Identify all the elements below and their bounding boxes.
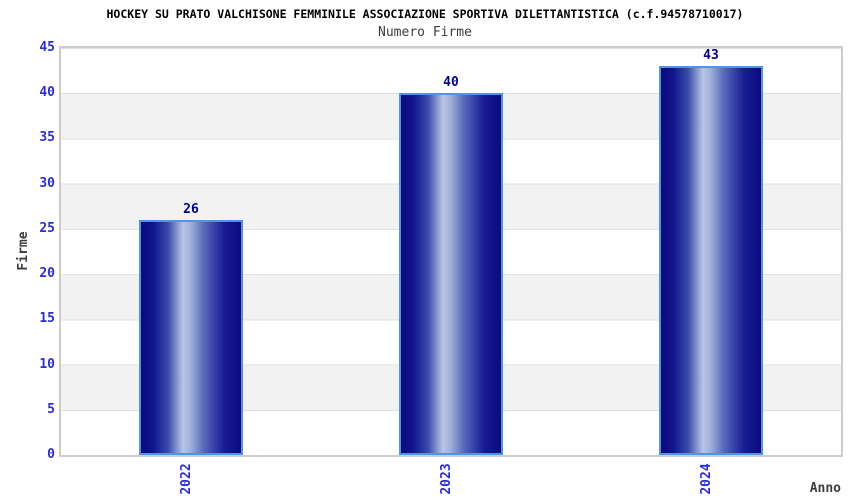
x-axis-tick-labels: 2022 2023 2024 — [61, 457, 841, 500]
y-tick-label-35: 35 — [39, 130, 55, 146]
y-tick-label-20: 20 — [39, 266, 55, 282]
x-tick-label-2024: 2024 — [699, 463, 714, 495]
bar-value-label: 26 — [183, 201, 199, 217]
bar-2024 — [659, 66, 763, 455]
y-tick-label-5: 5 — [47, 401, 55, 417]
y-tick-label-25: 25 — [39, 220, 55, 236]
x-tick-label-2023: 2023 — [439, 463, 454, 495]
x-axis-title: Anno — [809, 481, 841, 496]
y-tick-label-45: 45 — [39, 40, 55, 55]
bar-2023 — [399, 93, 503, 455]
bar-2022 — [139, 219, 243, 455]
chart-subtitle: Numero Firme — [378, 25, 472, 40]
y-tick-label-40: 40 — [39, 85, 55, 101]
x-tick-label-2022: 2022 — [179, 463, 194, 495]
y-tick-label-0: 0 — [47, 447, 55, 462]
bar-value-label: 43 — [703, 48, 719, 64]
y-axis-title: Firme — [16, 231, 31, 271]
y-tick-label-15: 15 — [39, 311, 55, 327]
y-axis-tick-labels: 0 5 10 15 20 25 30 35 40 45 — [0, 40, 55, 462]
chart-title: HOCKEY SU PRATO VALCHISONE FEMMINILE ASS… — [106, 7, 744, 21]
y-tick-label-10: 10 — [39, 356, 55, 372]
bar-value-label: 40 — [443, 75, 459, 91]
y-tick-label-30: 30 — [39, 175, 55, 191]
bars-layer: 26 40 43 — [61, 48, 841, 455]
